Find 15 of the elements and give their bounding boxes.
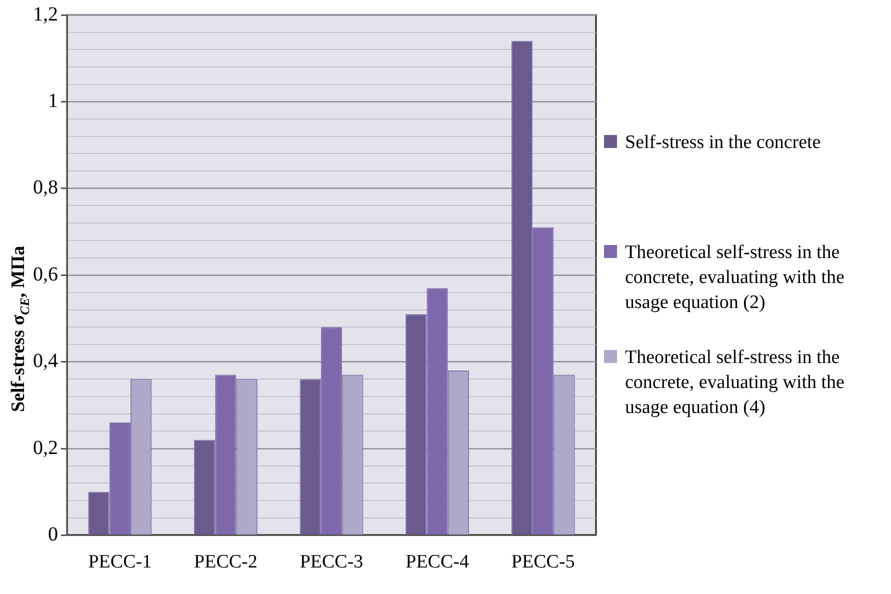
x-tick-label: PECC-2 — [194, 552, 258, 573]
y-tick-label: 0 — [48, 523, 58, 546]
y-tick-label: 1,2 — [33, 3, 58, 26]
x-tick-label: PECC-3 — [300, 552, 364, 573]
x-tick-label: PECC-1 — [88, 552, 152, 573]
y-tick-label: 1 — [48, 90, 58, 112]
x-tick-label: PECC-4 — [406, 552, 470, 573]
legend-label: Theoretical self-stress in the concrete, evaluating with the usage equation (4) — [625, 346, 846, 420]
y-tick-label: 0,6 — [33, 263, 58, 286]
x-tick-label: PECC-5 — [511, 552, 575, 573]
y-tick-label: 0,4 — [33, 350, 58, 372]
y-tick-label: 0,8 — [33, 176, 58, 199]
y-tick-label: 0,2 — [33, 436, 58, 459]
legend-label: Self-stress in the concrete — [625, 131, 821, 155]
legend-label: Theoretical self-stress in the concrete, evaluating with the usage equation (2) — [625, 241, 846, 315]
